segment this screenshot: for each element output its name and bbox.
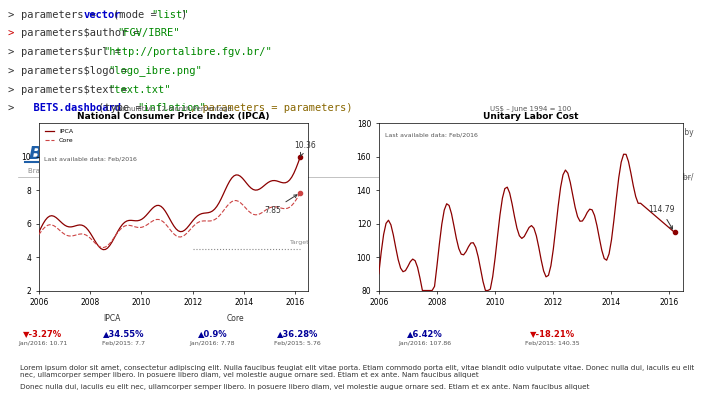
Title: Unitary Labor Cost: Unitary Labor Cost xyxy=(484,112,578,121)
Text: ▲0.9%: ▲0.9% xyxy=(198,329,227,339)
Text: INFLATION DASHBOARD: INFLATION DASHBOARD xyxy=(99,145,266,158)
Text: 7.85: 7.85 xyxy=(264,195,297,215)
Text: "inflation": "inflation" xyxy=(137,104,205,114)
Text: >: > xyxy=(8,47,21,57)
Text: >: > xyxy=(8,28,21,38)
Text: "text.txt": "text.txt" xyxy=(108,85,171,95)
Text: parameters$logo =: parameters$logo = xyxy=(21,66,134,76)
Text: Core: Core xyxy=(227,314,244,323)
Text: "list": "list" xyxy=(152,10,189,20)
Text: IPCA: IPCA xyxy=(103,314,120,323)
Text: >: > xyxy=(8,10,21,20)
Text: Lorem ipsum dolor sit amet, consectetur adipiscing elit. Nulla faucibus feugiat : Lorem ipsum dolor sit amet, consectetur … xyxy=(20,365,694,378)
Text: Jan/2016: 7.78: Jan/2016: 7.78 xyxy=(190,341,235,346)
Text: US$ – June 1994 = 100: US$ – June 1994 = 100 xyxy=(491,106,571,112)
Text: Jan/2016: 107.86: Jan/2016: 107.86 xyxy=(398,341,452,346)
Text: Target: Target xyxy=(290,240,309,245)
Text: Feb/2015: 140.35: Feb/2015: 140.35 xyxy=(525,341,580,346)
Text: http://portalibre.fgv.br/: http://portalibre.fgv.br/ xyxy=(605,173,694,182)
Text: >: > xyxy=(8,66,21,76)
Text: vector: vector xyxy=(84,10,121,20)
Text: BETS: BETS xyxy=(28,145,79,163)
Text: parameters =: parameters = xyxy=(21,10,103,20)
Text: >: > xyxy=(8,104,21,114)
Text: ▲36.28%: ▲36.28% xyxy=(277,329,318,339)
Legend: IPCA, Core: IPCA, Core xyxy=(42,126,76,145)
Text: parameters$author =: parameters$author = xyxy=(21,28,147,38)
Text: parameters$text =: parameters$text = xyxy=(21,85,134,95)
Text: ): ) xyxy=(180,10,186,20)
Text: , parameters = parameters): , parameters = parameters) xyxy=(190,104,353,114)
Text: Feb/2015: 5.76: Feb/2015: 5.76 xyxy=(274,341,321,346)
Text: Donec nulla dui, iaculis eu elit nec, ullamcorper semper libero. In posuere libe: Donec nulla dui, iaculis eu elit nec, ul… xyxy=(20,384,589,390)
Text: Brazilian Economic Time Series: Brazilian Economic Time Series xyxy=(28,168,137,174)
Text: Feb/2015: 7.7: Feb/2015: 7.7 xyxy=(103,341,145,346)
Text: 114.79: 114.79 xyxy=(648,205,674,229)
Text: IBRE: IBRE xyxy=(620,136,664,151)
Text: "FGV/IBRE": "FGV/IBRE" xyxy=(118,28,180,38)
Title: National Consumer Price Index (IPCA): National Consumer Price Index (IPCA) xyxy=(77,112,270,121)
Text: Cumulative 12-Month Percentage: Cumulative 12-Month Percentage xyxy=(115,106,232,112)
Text: "logo_ibre.png": "logo_ibre.png" xyxy=(108,66,202,76)
Text: FGV: FGV xyxy=(584,136,619,151)
Text: (type =: (type = xyxy=(98,104,148,114)
Text: Last available data: Feb/2016: Last available data: Feb/2016 xyxy=(45,156,137,161)
Text: ✱: ✱ xyxy=(559,138,571,152)
Text: BETS.dashboard: BETS.dashboard xyxy=(21,104,121,114)
Text: Analysis by: Analysis by xyxy=(650,128,694,137)
Text: Last available data: Feb/2016: Last available data: Feb/2016 xyxy=(385,133,478,138)
Text: ▼-3.27%: ▼-3.27% xyxy=(23,329,62,339)
Text: "http://portalibre.fgv.br/": "http://portalibre.fgv.br/" xyxy=(103,47,272,57)
Text: Jan/2016: 10.71: Jan/2016: 10.71 xyxy=(18,341,67,346)
Text: parameters$url =: parameters$url = xyxy=(21,47,127,57)
Text: >: > xyxy=(8,85,21,95)
Text: ▲34.55%: ▲34.55% xyxy=(103,329,144,339)
Text: 10.36: 10.36 xyxy=(294,141,316,156)
Text: ▲6.42%: ▲6.42% xyxy=(407,329,442,339)
Text: ▼-18.21%: ▼-18.21% xyxy=(530,329,575,339)
Text: (mode =: (mode = xyxy=(113,10,163,20)
